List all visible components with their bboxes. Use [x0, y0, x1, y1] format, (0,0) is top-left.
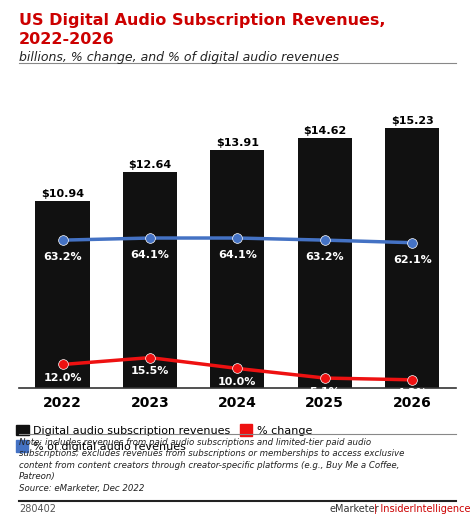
Text: $15.23: $15.23	[391, 116, 433, 126]
Text: US Digital Audio Subscription Revenues,: US Digital Audio Subscription Revenues,	[19, 13, 385, 28]
Text: $10.94: $10.94	[41, 189, 84, 199]
Text: $12.64: $12.64	[128, 160, 172, 170]
Bar	[298, 138, 352, 388]
Bar	[123, 172, 177, 388]
Text: 12.0%: 12.0%	[43, 373, 82, 383]
Text: 5.1%: 5.1%	[309, 387, 340, 397]
Text: | InsiderIntelligence.com: | InsiderIntelligence.com	[374, 504, 470, 514]
Text: 280402: 280402	[19, 504, 56, 513]
Text: 63.2%: 63.2%	[43, 252, 82, 262]
Text: 4.2%: 4.2%	[397, 389, 428, 398]
Text: billions, % change, and % of digital audio revenues: billions, % change, and % of digital aud…	[19, 51, 339, 64]
Text: $14.62: $14.62	[303, 126, 346, 136]
Text: eMarketer: eMarketer	[329, 504, 379, 513]
Text: 15.5%: 15.5%	[131, 366, 169, 376]
Text: 2022-2026: 2022-2026	[19, 32, 114, 47]
Legend: Digital audio subscription revenues, % of digital audio revenues, % change: Digital audio subscription revenues, % o…	[16, 425, 313, 452]
Bar	[385, 128, 439, 388]
Text: 63.2%: 63.2%	[306, 252, 344, 262]
Text: $13.91: $13.91	[216, 138, 259, 149]
Bar	[35, 201, 90, 388]
Text: 10.0%: 10.0%	[218, 377, 257, 387]
Bar	[210, 151, 265, 388]
Text: 62.1%: 62.1%	[393, 254, 431, 265]
Text: Note: includes revenues from paid audio subscriptions and limited-tier paid audi: Note: includes revenues from paid audio …	[19, 438, 404, 493]
Text: 64.1%: 64.1%	[218, 250, 257, 260]
Text: 64.1%: 64.1%	[131, 250, 169, 260]
